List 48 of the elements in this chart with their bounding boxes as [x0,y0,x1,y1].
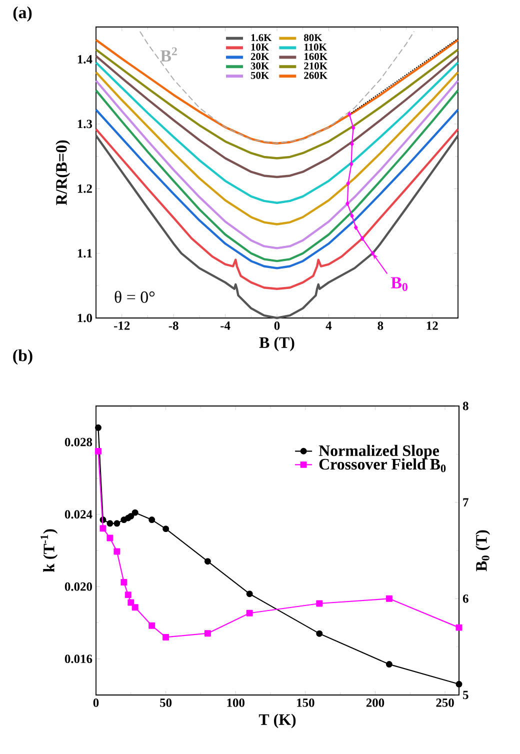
x-tick-label: 150 [297,698,314,707]
y2-axis-title: B$_{0}$ (T) [476,530,490,572]
annotation: θ = 0° [114,290,155,303]
y-tick-label: 1.0 [78,314,92,322]
legend-label: 110K [304,44,327,51]
x-tick-label: -4 [220,322,230,330]
legend-label: Crossover Field B$_{0}$ [319,458,446,472]
legend-label: 80K [304,34,322,42]
y2-tick-label: 8 [462,402,468,410]
x-tick-label: 250 [436,698,454,707]
x-tick-label: 0 [93,698,99,707]
y-tick-label: 1.2 [78,184,92,193]
y2-tick-label: 7 [463,498,468,506]
legend-label: 1.6K [251,34,272,42]
y-tick-label: 1.3 [78,120,92,128]
chart-title: (a) [13,6,32,22]
legend-label: 210K [304,62,328,70]
x-tick-label: -12 [114,322,130,330]
annotation: B$_{0}$ [390,277,408,291]
legend-label: 50K [250,72,270,79]
legend-label: 10K [251,44,270,51]
legend-label: 20K [250,52,270,60]
y-tick-label: 1.1 [78,249,92,258]
x-tick-label: 50 [160,698,172,707]
y-tick-label: 0.028 [64,438,92,446]
x-axis-title: T (K) [258,714,296,728]
y2-tick-label: 6 [462,594,468,603]
legend-label: 30K [250,62,270,70]
x-tick-label: 0 [274,322,280,330]
x-tick-label: 100 [227,698,244,707]
y-tick-label: 0.024 [64,510,92,519]
x-tick-label: 200 [366,698,384,707]
x-tick-label: -8 [168,322,178,330]
chart-title: (b) [13,349,32,365]
x-tick-label: 4 [326,322,332,330]
y2-tick-label: 5 [463,690,468,700]
series-label: B$^{2}$ [160,47,177,62]
x-axis-title: B (T) [259,336,294,352]
y-tick-label: 1.4 [78,55,92,64]
x-tick-label: 12 [426,322,438,330]
y-axis-title: k (T$^{-1}$) [40,529,58,572]
legend-label: 260K [304,72,328,79]
legend-label: Normalized Slope [318,444,440,460]
y-tick-label: 0.016 [64,654,92,664]
x-tick-label: 8 [378,322,384,330]
legend-label: 160K [304,52,328,60]
y-tick-label: 0.020 [64,582,92,591]
y-axis-title: R/R(B=0) [56,140,70,206]
